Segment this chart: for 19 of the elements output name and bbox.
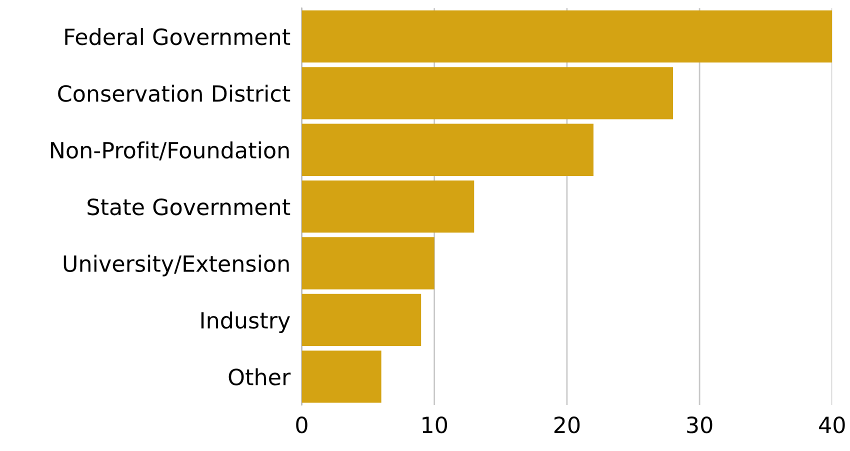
x-tick-label: 40	[819, 416, 845, 434]
bar	[302, 180, 474, 233]
y-tick-label: Industry	[201, 312, 290, 334]
x-tick-label: 20	[554, 416, 580, 434]
bar	[302, 124, 594, 176]
x-tick-label: 30	[687, 416, 712, 434]
y-tick-label: University/Extension	[64, 254, 289, 276]
y-tick-label: Other	[228, 368, 291, 386]
y-tick-label: Conservation District	[58, 84, 290, 102]
bar	[302, 237, 434, 290]
y-tick-label: State Government	[88, 198, 290, 216]
x-tick-label: 10	[422, 416, 448, 434]
x-tick-label: 0	[296, 416, 308, 434]
bar	[302, 67, 674, 120]
bar	[302, 350, 382, 403]
y-tick-label: Non-Profit/Foundation	[51, 141, 289, 160]
bar	[302, 10, 832, 63]
bar	[302, 294, 422, 346]
y-tick-label: Federal Government	[65, 28, 290, 46]
